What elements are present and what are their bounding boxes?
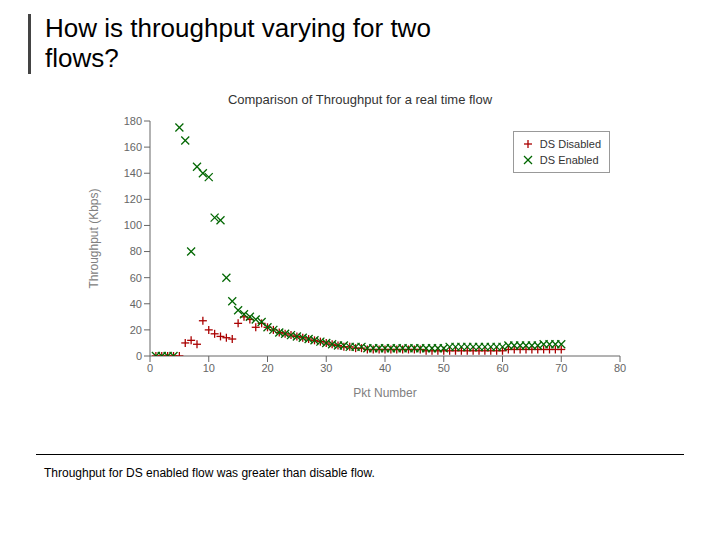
svg-text:100: 100 [124, 219, 142, 231]
html-text:How is throughput varying for: How is throughput varying for two flows? [45, 13, 431, 73]
svg-text:20: 20 [261, 362, 273, 374]
svg-text:30: 30 [320, 362, 332, 374]
svg-text:140: 140 [124, 167, 142, 179]
svg-text:40: 40 [379, 362, 391, 374]
svg-text:0: 0 [147, 362, 153, 374]
svg-text:80: 80 [130, 245, 142, 257]
html-text:DS Disabled: DS Disabled [539, 137, 601, 150]
svg-text:Throughput (Kbps): Throughput (Kbps) [87, 188, 101, 288]
svg-text:80: 80 [614, 362, 626, 374]
svg-text:180: 180 [124, 115, 142, 127]
svg-text:60: 60 [496, 362, 508, 374]
svg-text:120: 120 [124, 193, 142, 205]
svg-text:40: 40 [130, 297, 142, 309]
svg-text:160: 160 [124, 141, 142, 153]
svg-text:60: 60 [130, 271, 142, 283]
html-text:DS Enabled: DS Enabled [539, 153, 599, 166]
svg-text:20: 20 [130, 324, 142, 336]
svg-text:Pkt Number: Pkt Number [353, 386, 416, 400]
html-text:Comparison of Throughput for a: Comparison of Throughput for a real time… [227, 91, 493, 107]
svg-text:70: 70 [555, 362, 567, 374]
svg-text:10: 10 [203, 362, 215, 374]
html-text:Throughput for DS enabled flow: Throughput for DS enabled flow was great… [44, 466, 375, 480]
svg-text:0: 0 [136, 350, 142, 362]
svg-text:50: 50 [438, 362, 450, 374]
